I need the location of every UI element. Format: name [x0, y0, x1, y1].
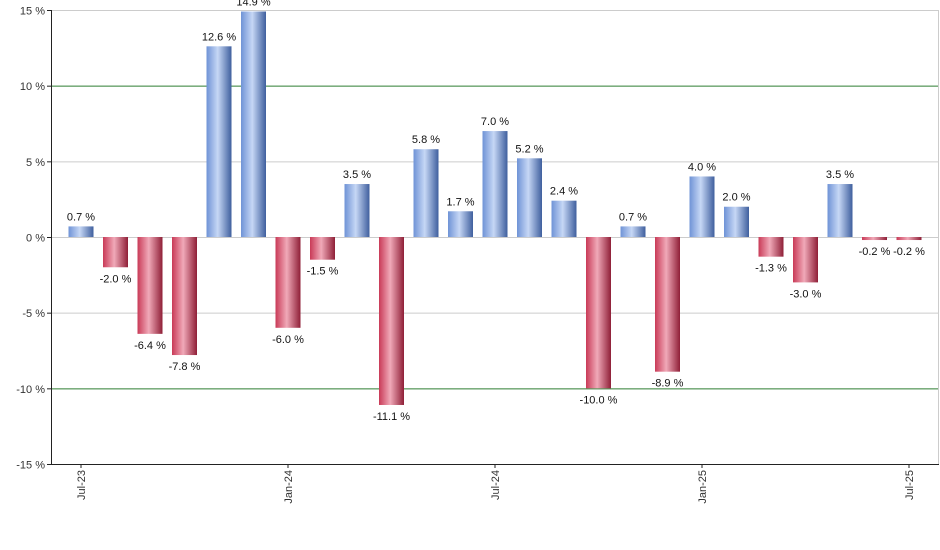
bar [620, 226, 646, 237]
x-tick-label: Jul-24 [490, 470, 502, 500]
bar [862, 237, 887, 241]
bar [241, 11, 266, 237]
bar [551, 200, 577, 237]
data-label: 4.0 % [688, 161, 716, 173]
bar [68, 226, 94, 237]
data-label: 3.5 % [343, 169, 371, 181]
data-label: 2.0 % [722, 192, 750, 204]
data-label: 14.9 % [236, 0, 270, 9]
bar [413, 149, 439, 237]
bar [344, 184, 370, 237]
data-label: -2.0 % [100, 273, 132, 285]
data-label: -10.0 % [580, 394, 618, 406]
bar [137, 237, 163, 334]
data-label: -6.4 % [134, 340, 166, 352]
data-label: 12.6 % [202, 31, 236, 43]
data-labels: 0.7 % -2.0 % -6.4 %-7.8 % 12.6 % 14.9 % -6.0 … [67, 0, 925, 423]
bar [724, 206, 749, 237]
bar [310, 237, 335, 260]
data-label: -7.8 % [169, 361, 201, 373]
bar [586, 237, 611, 389]
bar [758, 237, 784, 257]
data-label: 0.7 % [619, 211, 647, 223]
bar [275, 237, 301, 328]
bar [482, 131, 508, 237]
bar [517, 158, 542, 237]
bar [655, 237, 680, 372]
bar [827, 184, 853, 237]
data-label: 2.4 % [550, 186, 578, 198]
y-tick-label: 10 % [20, 81, 45, 93]
bar [793, 237, 818, 283]
bar [896, 237, 922, 241]
axes: 15 % 10 % 5 % 0 % -5 % -10 % -15 % Jul-23 Jan-24… [16, 6, 939, 504]
y-tick-label: 0 % [26, 233, 45, 245]
bar [689, 176, 715, 237]
bar [448, 211, 473, 237]
bars [68, 11, 922, 405]
bar [206, 46, 232, 237]
data-label: 5.2 % [515, 143, 543, 155]
data-label: 1.7 % [446, 196, 474, 208]
bar [172, 237, 197, 356]
data-label: 3.5 % [826, 169, 854, 181]
x-tick-label: Jan-25 [697, 470, 709, 504]
x-tick-label: Jul-25 [904, 470, 916, 500]
x-tick-label: Jan-24 [283, 470, 295, 504]
data-label: -0.2 % [859, 246, 891, 258]
data-label: -1.5 % [307, 266, 339, 278]
data-label: -3.0 % [790, 288, 822, 300]
bar [103, 237, 128, 268]
y-tick-label: 15 % [20, 6, 45, 18]
data-label: 5.8 % [412, 134, 440, 146]
x-tick-label: Jul-23 [76, 470, 88, 500]
data-label: -0.2 % [893, 246, 925, 258]
y-tick-label: -15 % [16, 460, 45, 472]
y-tick-label: -5 % [22, 308, 45, 320]
data-label: -6.0 % [272, 334, 304, 346]
bar [379, 237, 404, 405]
data-label: -1.3 % [755, 263, 787, 275]
data-label: -11.1 % [373, 411, 410, 423]
data-label: 0.7 % [67, 211, 95, 223]
data-label: 7.0 % [481, 116, 509, 128]
y-tick-label: -10 % [16, 384, 45, 396]
data-label: -8.9 % [652, 378, 684, 390]
y-tick-label: 5 % [26, 157, 45, 169]
